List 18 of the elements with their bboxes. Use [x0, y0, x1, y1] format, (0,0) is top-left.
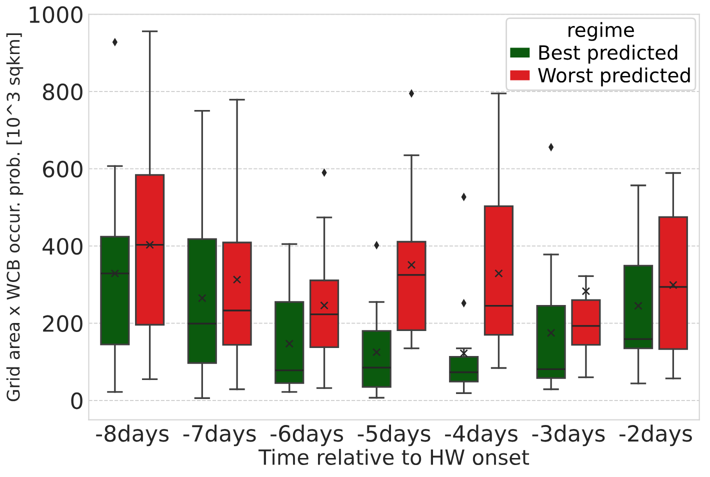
y-tick-label: 400 — [42, 238, 82, 255]
x-tick-label: -8days — [96, 424, 169, 446]
legend-title: regime — [568, 22, 634, 41]
y-tick-label: 0 — [71, 392, 82, 410]
x-tick-label: -3days — [532, 424, 605, 446]
y-tick-label: 200 — [43, 315, 82, 332]
x-tick-label: -5days — [358, 424, 430, 446]
y-tick-label: 1000 — [30, 6, 82, 24]
x-tick-label: -7days — [183, 424, 256, 446]
legend-label: Worst predicted — [538, 68, 690, 86]
x-axis-title: Time relative to HW onset — [258, 448, 530, 466]
y-tick-label: 800 — [42, 83, 82, 100]
legend-label: Best predicted — [539, 44, 678, 64]
x-tick-label: -6days — [270, 424, 344, 446]
x-tick-label: -4days — [445, 424, 518, 446]
x-tick-label: -2days — [620, 424, 692, 446]
y-tick-label: 600 — [43, 160, 82, 178]
y-axis-title: Grid area x WCB occur. prob. [10^3 sqkm] — [6, 33, 24, 402]
